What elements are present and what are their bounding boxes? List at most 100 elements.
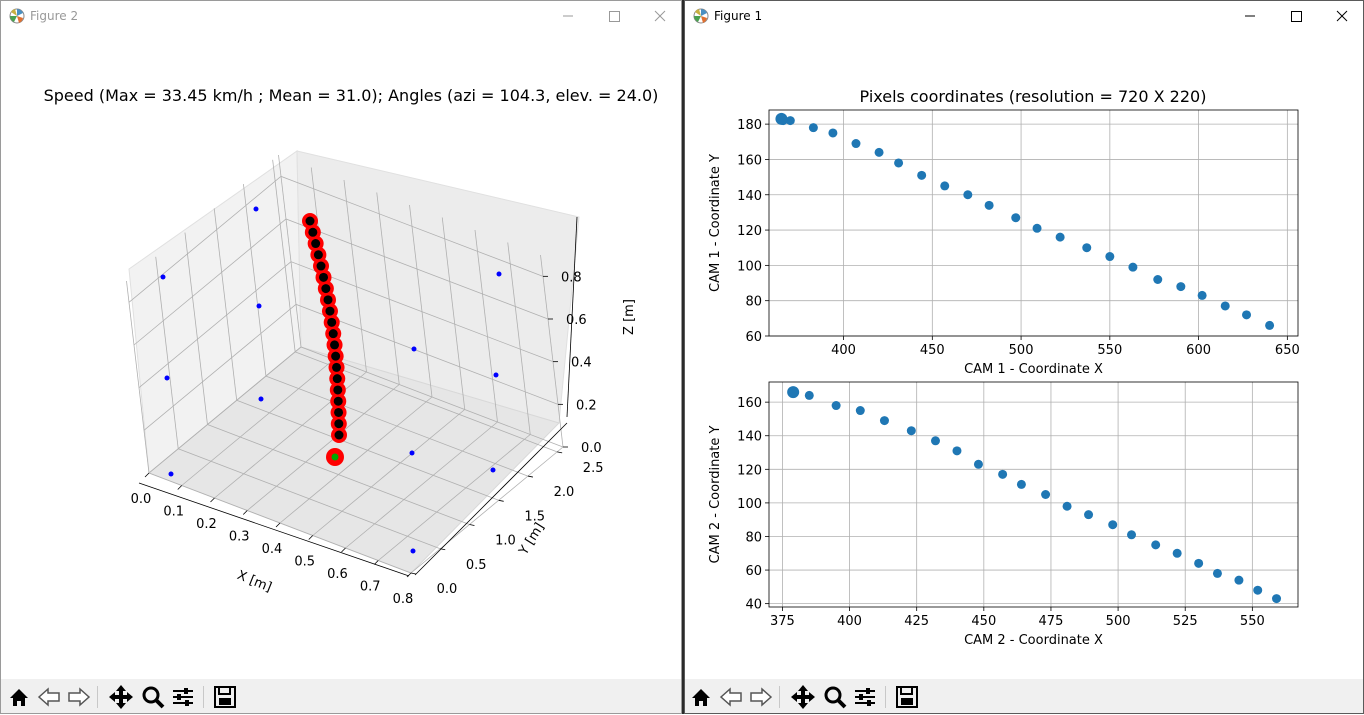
scatter-point [1011, 213, 1021, 223]
save-icon[interactable] [211, 683, 239, 711]
scatter-point [1172, 548, 1182, 558]
grid-line [246, 384, 400, 511]
trajectory [302, 213, 348, 466]
camera-marker [253, 206, 259, 212]
matplotlib-app-icon [693, 8, 709, 24]
configure-subplots-icon[interactable] [851, 683, 879, 711]
x-tick [373, 560, 379, 565]
x-tick [275, 522, 281, 528]
minimize-button[interactable] [545, 1, 591, 31]
x-tick [177, 485, 183, 490]
figure2-titlebar[interactable]: Figure 2 [1, 1, 681, 31]
save-icon[interactable] [893, 683, 921, 711]
figure1-toolbar [685, 679, 1363, 713]
x-tick-label: 0.7 [360, 580, 381, 595]
grid-line [377, 434, 531, 561]
back-icon[interactable] [717, 683, 745, 711]
scatter-point [831, 401, 841, 411]
scatter-point [1041, 490, 1051, 499]
grid-line [243, 184, 267, 377]
scatter-point [1212, 568, 1222, 578]
x-tick-label: 525 [1173, 614, 1198, 629]
z-axis-line [566, 216, 578, 418]
grid-line [143, 303, 559, 431]
scatter-point [1151, 540, 1161, 550]
home-icon[interactable] [5, 683, 33, 711]
scatter-point [1220, 301, 1230, 311]
axes-frame [768, 381, 1299, 608]
maximize-button[interactable] [591, 1, 637, 31]
x-axis-label: CAM 2 - Coordinate X [964, 633, 1103, 648]
trajectory-core-point [305, 216, 315, 226]
pan-icon[interactable] [789, 683, 817, 711]
grid-line [312, 409, 466, 536]
grid-line [128, 175, 544, 303]
y-tick-label: 40 [745, 598, 762, 613]
forward-icon[interactable] [747, 683, 775, 711]
x-tick-label: 400 [837, 614, 862, 629]
scatter-point [1153, 275, 1163, 284]
forward-icon[interactable] [65, 683, 93, 711]
trajectory-core-point [321, 284, 331, 294]
back-icon[interactable] [35, 683, 63, 711]
trajectory-core-point [333, 385, 343, 395]
figure1-window: Figure 1 Pixels coordinates (resolution … [684, 0, 1364, 714]
trajectory-core-point [316, 261, 326, 271]
y-tick [527, 475, 534, 478]
x-tick-label: 0.4 [262, 542, 283, 557]
y-tick-label: 1.5 [524, 509, 545, 524]
grid-line [376, 192, 400, 385]
trajectory-core-point [332, 374, 342, 384]
grid-line [236, 399, 499, 501]
close-button[interactable] [1319, 1, 1364, 31]
maximize-button[interactable] [1273, 1, 1319, 31]
figure2-title: Speed (Max = 33.45 km/h ; Mean = 31.0); … [44, 86, 659, 105]
y-tick-label: 160 [737, 396, 762, 411]
grid-line [474, 229, 498, 423]
x-tick-label: 550 [1240, 614, 1265, 629]
trajectory-core-point [327, 317, 337, 327]
x-tick-label: 500 [1009, 343, 1034, 358]
window-divider [682, 0, 684, 714]
scatter-point [879, 416, 889, 426]
x-tick-label: 0.5 [294, 555, 315, 570]
start-point [331, 453, 339, 461]
x-tick-label: 0.3 [229, 530, 250, 545]
zoom-icon[interactable] [821, 683, 849, 711]
y-tick-label: 2.0 [554, 485, 575, 500]
grid-line [133, 218, 549, 346]
x-tick-label: 550 [1097, 343, 1122, 358]
matplotlib-app-icon [9, 8, 25, 24]
figure1-titlebar[interactable]: Figure 1 [685, 1, 1363, 31]
home-icon[interactable] [687, 683, 715, 711]
scatter-point [1062, 501, 1072, 511]
y-tick-label: 140 [737, 430, 762, 445]
figure2-canvas[interactable]: Speed (Max = 33.45 km/h ; Mean = 31.0); … [1, 31, 681, 679]
scatter-point [1016, 479, 1026, 489]
minimize-button[interactable] [1227, 1, 1273, 31]
3d-grid [126, 154, 564, 574]
camera-marker [411, 346, 417, 352]
pan-icon[interactable] [107, 683, 135, 711]
x-tick [308, 535, 314, 540]
x-tick-label: 0.2 [196, 517, 217, 532]
trajectory-core-point [333, 396, 343, 406]
camera-marker [490, 467, 496, 473]
figure1-title: Pixels coordinates (resolution = 720 X 2… [860, 87, 1207, 106]
grid-line [126, 280, 150, 474]
configure-subplots-icon[interactable] [169, 683, 197, 711]
x-tick-label: 450 [971, 614, 996, 629]
scatter-point [1194, 558, 1204, 568]
figure2-window: Figure 2 Speed (Max = 33.45 km/h ; Mean … [0, 0, 682, 714]
grid-line [540, 254, 564, 448]
trajectory-core-point [330, 340, 340, 350]
x-tick-label: 650 [1275, 343, 1300, 358]
figure1-canvas[interactable]: Pixels coordinates (resolution = 720 X 2… [685, 31, 1363, 679]
grid-line [345, 421, 498, 549]
window-title: Figure 1 [714, 9, 763, 23]
scatter-point [984, 200, 994, 210]
x-axis-label: X [m] [235, 568, 274, 595]
zoom-icon[interactable] [139, 683, 167, 711]
close-button[interactable] [637, 1, 683, 31]
trajectory-core-point [331, 351, 341, 361]
